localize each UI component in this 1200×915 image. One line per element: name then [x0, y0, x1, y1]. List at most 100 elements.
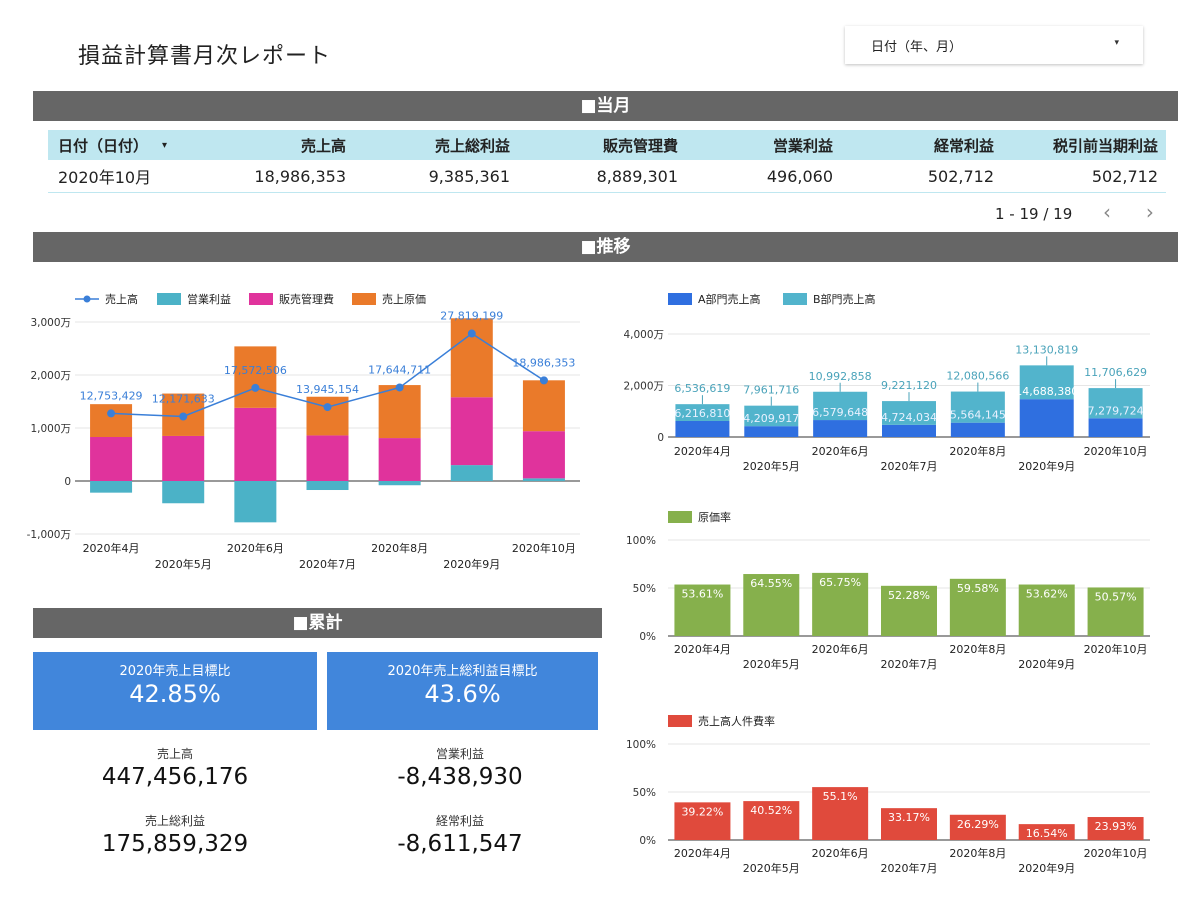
bar-segment	[675, 404, 730, 421]
data-label: 53.61%	[681, 588, 723, 601]
y-tick-label: 50%	[633, 787, 656, 799]
bar	[812, 572, 869, 636]
legend-swatch	[668, 293, 692, 305]
table-cell-pretax-profit: 502,712	[1091, 166, 1158, 186]
next-page-button[interactable]: ›	[1145, 200, 1154, 224]
data-label: 26.29%	[957, 818, 999, 831]
kpi-label: 2020年売上目標比	[119, 664, 231, 679]
bar-segment	[522, 380, 565, 432]
sales-point	[323, 403, 332, 412]
page-title: 損益計算書月次レポート	[78, 44, 332, 69]
pagination-text: 1 - 19 / 19	[995, 205, 1073, 223]
legend-swatch	[668, 511, 692, 523]
x-tick-label: 2020年4月	[674, 444, 731, 458]
x-tick-label: 2020年10月	[1084, 846, 1148, 860]
bar	[743, 801, 800, 840]
column-header-ordinary-profit[interactable]: 経常利益	[933, 136, 994, 155]
prev-page-button[interactable]: ‹	[1103, 200, 1112, 224]
bar-segment	[378, 481, 421, 486]
bar-segment	[90, 481, 133, 493]
column-header-operating-profit[interactable]: 営業利益	[772, 136, 833, 155]
x-tick-label: 2020年6月	[812, 642, 869, 656]
x-tick-label: 2020年8月	[371, 541, 428, 555]
stat-label: 売上高	[156, 747, 193, 761]
bar-segment	[90, 437, 133, 481]
stat-total-sales: 売上高 447,456,176	[55, 745, 295, 790]
data-label: 53.62%	[1026, 588, 1068, 601]
y-tick-label: 0	[657, 432, 664, 444]
bar-segment	[675, 420, 730, 437]
x-tick-label: 2020年9月	[1018, 861, 1075, 875]
column-header-pretax-profit[interactable]: 税引前当期利益	[1052, 136, 1158, 155]
department-sales-chart: 4,000万 2,000万 0 A部門売上高 B部門売上高 6,216,810 6,536,…	[623, 292, 1150, 473]
bar-segment	[522, 431, 565, 479]
section-trend: ■推移	[33, 232, 1178, 262]
legend-swatch	[668, 715, 692, 727]
sales-data-label: 27,819,199	[440, 310, 503, 323]
table-cell-sga: 8,889,301	[596, 166, 678, 186]
data-label: 14,688,380	[1015, 385, 1078, 398]
data-label: 39.22%	[681, 805, 723, 818]
legend-label: 売上原価	[382, 293, 426, 306]
kpi-label: 2020年売上総利益目標比	[387, 664, 538, 679]
data-label: 6,216,810	[674, 407, 730, 420]
sales-point	[395, 383, 404, 392]
x-tick-label: 2020年9月	[1018, 459, 1075, 473]
kpi-value: 43.6%	[424, 680, 501, 708]
bar-segment	[744, 426, 799, 437]
data-label: 65.75%	[819, 576, 861, 589]
data-label: 6,579,648	[812, 406, 868, 419]
column-header-label: 日付（日付）	[58, 136, 149, 155]
pl-trend-chart: 3,000万 2,000万 1,000万 0 -1,000万 売上高 営業利益 販売管理費 売上…	[27, 292, 580, 571]
bar	[881, 585, 937, 636]
x-tick-label: 2020年9月	[443, 557, 500, 571]
column-header-sga[interactable]: 販売管理費	[602, 136, 678, 155]
kpi-value: 42.85%	[129, 680, 221, 708]
bar-segment	[1088, 418, 1143, 437]
data-label: 5,564,145	[950, 409, 1006, 422]
sales-point	[467, 329, 476, 338]
bar-segment	[306, 435, 349, 481]
x-tick-label: 2020年10月	[1084, 444, 1148, 458]
kpi-sales-target-ratio: 2020年売上目標比 42.85%	[33, 652, 317, 730]
x-tick-label: 2020年6月	[812, 846, 869, 860]
x-tick-label: 2020年9月	[1018, 657, 1075, 671]
legend-swatch	[249, 293, 273, 305]
legend-label: 売上高人件費率	[698, 714, 775, 728]
data-label: 55.1%	[823, 790, 858, 803]
bar-segment	[813, 391, 868, 421]
y-tick-label: 2,000万	[30, 370, 71, 382]
summary-table: 日付（日付） ▾ 売上高 売上総利益 販売管理費 営業利益 経常利益 税引前当期…	[48, 130, 1166, 193]
bar	[1087, 817, 1144, 840]
table-cell-gross-profit: 9,385,361	[428, 166, 510, 186]
x-tick-label: 2020年10月	[1084, 642, 1148, 656]
column-header-sales[interactable]: 売上高	[300, 136, 346, 155]
column-header-gross-profit[interactable]: 売上総利益	[434, 136, 510, 155]
bar	[1018, 824, 1075, 840]
x-tick-label: 2020年5月	[743, 657, 800, 671]
legend-swatch	[783, 293, 807, 305]
stat-gross-profit: 売上総利益 175,859,329	[55, 812, 295, 857]
date-filter-dropdown[interactable]: 日付（年、月） ▾	[845, 26, 1143, 64]
sales-point	[539, 376, 548, 385]
bar	[812, 787, 869, 840]
sales-data-label: 12,171,633	[152, 392, 215, 405]
bar-segment	[378, 385, 421, 439]
data-label: 23.93%	[1095, 820, 1137, 833]
stat-operating-profit: 営業利益 -8,438,930	[340, 745, 580, 790]
bar	[949, 814, 1006, 840]
y-tick-label: 50%	[633, 583, 656, 595]
column-date-header[interactable]: 日付（日付） ▾	[58, 130, 167, 160]
pagination: 1 - 19 / 19 ‹ ›	[995, 200, 1154, 224]
sales-point	[179, 412, 188, 421]
sales-data-label: 18,986,353	[512, 356, 575, 369]
kpi-gross-profit-target-ratio: 2020年売上総利益目標比 43.6%	[327, 652, 598, 730]
sales-point	[107, 409, 116, 418]
bar-segment	[1019, 365, 1074, 400]
bar-segment	[882, 401, 936, 425]
table-cell-date: 2020年10月	[58, 168, 152, 187]
data-label: 52.28%	[888, 589, 930, 602]
x-tick-label: 2020年8月	[949, 444, 1006, 458]
date-filter-label: 日付（年、月）	[871, 40, 963, 55]
legend-label: 売上高	[105, 292, 138, 306]
